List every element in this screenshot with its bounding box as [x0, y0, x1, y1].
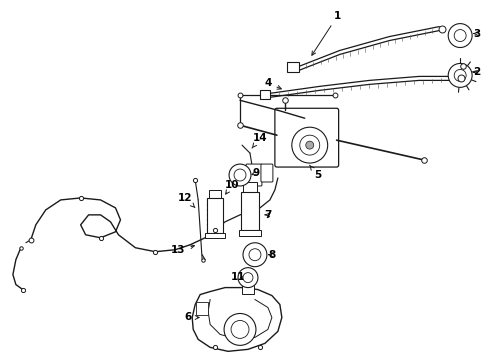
Bar	[243, 182, 256, 192]
Text: 9: 9	[251, 168, 259, 178]
Bar	[241, 192, 259, 230]
Circle shape	[453, 30, 465, 41]
Circle shape	[228, 164, 250, 186]
Text: 1: 1	[311, 11, 341, 55]
Text: 8: 8	[268, 250, 275, 260]
Text: 4: 4	[264, 78, 281, 89]
Bar	[209, 190, 221, 198]
Bar	[205, 233, 224, 238]
Text: 13: 13	[171, 245, 194, 255]
Circle shape	[447, 24, 471, 48]
Bar	[196, 302, 208, 315]
Text: 5: 5	[309, 165, 321, 180]
Text: 6: 6	[184, 312, 199, 323]
Bar	[242, 282, 253, 293]
Circle shape	[234, 169, 245, 181]
FancyBboxPatch shape	[274, 108, 338, 167]
Text: 12: 12	[178, 193, 195, 208]
Circle shape	[447, 63, 471, 87]
Bar	[239, 230, 261, 236]
Bar	[207, 198, 223, 233]
Circle shape	[453, 69, 465, 81]
Text: 11: 11	[230, 272, 245, 282]
Circle shape	[243, 243, 266, 267]
Text: 3: 3	[472, 28, 480, 39]
Bar	[260, 90, 269, 99]
Text: 2: 2	[472, 67, 480, 77]
Circle shape	[238, 268, 258, 288]
Polygon shape	[192, 288, 281, 351]
Bar	[286, 62, 298, 72]
Circle shape	[299, 135, 319, 155]
Text: 10: 10	[224, 180, 239, 194]
Circle shape	[305, 141, 313, 149]
FancyBboxPatch shape	[261, 164, 272, 182]
Circle shape	[224, 314, 255, 345]
Text: 14: 14	[251, 133, 267, 148]
Circle shape	[243, 273, 252, 283]
FancyBboxPatch shape	[245, 164, 262, 186]
Circle shape	[230, 320, 248, 338]
Circle shape	[248, 249, 261, 261]
Text: 7: 7	[264, 210, 271, 220]
Circle shape	[291, 127, 327, 163]
